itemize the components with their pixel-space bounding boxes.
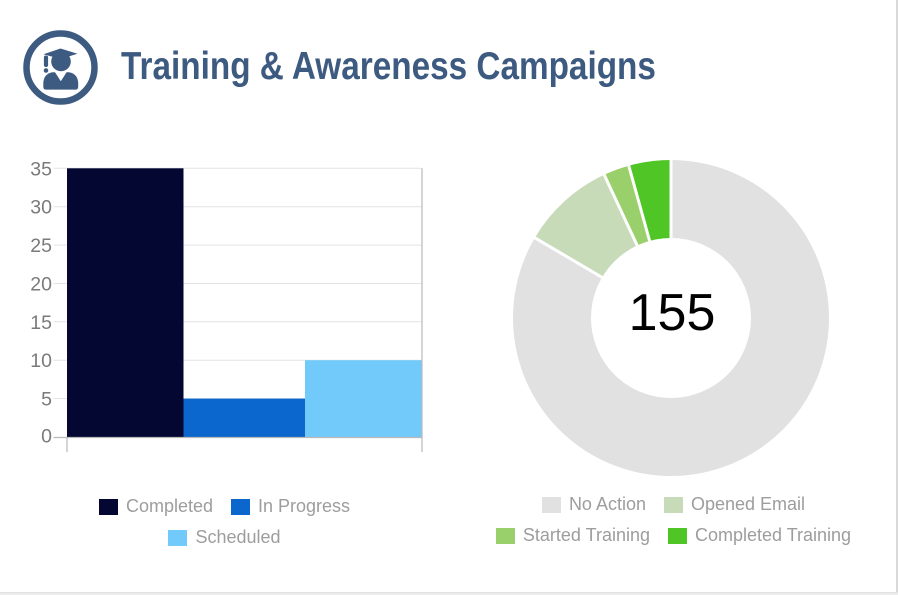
svg-text:15: 15 [30, 312, 52, 334]
svg-text:155: 155 [629, 284, 716, 342]
svg-text:35: 35 [30, 158, 52, 180]
svg-text:25: 25 [30, 235, 52, 257]
svg-text:5: 5 [41, 389, 52, 411]
svg-text:30: 30 [30, 197, 52, 219]
svg-text:20: 20 [30, 274, 52, 296]
svg-text:0: 0 [41, 426, 52, 448]
svg-text:10: 10 [30, 350, 52, 372]
